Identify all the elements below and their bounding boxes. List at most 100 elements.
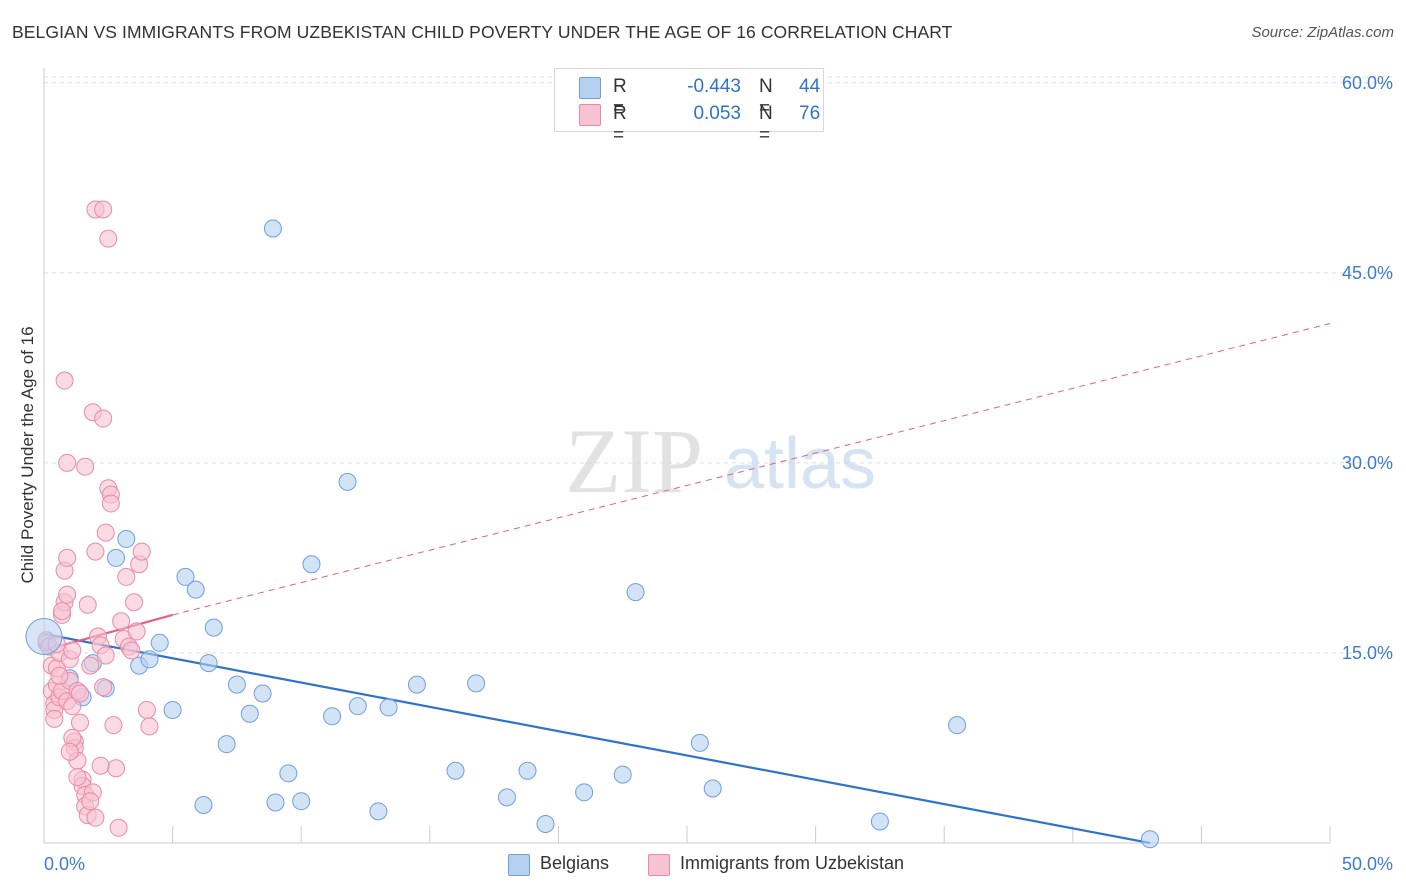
uzbekistan-point xyxy=(96,523,115,542)
belgian-point xyxy=(536,814,555,833)
belgian-point xyxy=(518,761,537,780)
watermark-zip: ZIP xyxy=(565,410,703,512)
r-label: R = xyxy=(613,103,627,146)
y-tick-label: 15.0% xyxy=(1342,643,1393,663)
uzbekistan-point xyxy=(99,229,118,248)
uzbekistan-point xyxy=(122,641,141,660)
tick-labels: 15.0% 30.0% 45.0% 60.0% 0.0% 50.0% xyxy=(44,73,1393,874)
uzbekistan-point xyxy=(81,792,100,811)
belgian-point xyxy=(575,783,594,802)
belgian-point xyxy=(117,529,136,548)
uzbekistan-point xyxy=(63,641,82,660)
belgian-point xyxy=(176,567,195,586)
belgian-point xyxy=(204,618,223,637)
n-label: N = xyxy=(759,76,773,119)
uzbekistan-point xyxy=(68,768,87,787)
belgian-point xyxy=(266,793,285,812)
belgians-trend-line xyxy=(43,632,1151,845)
uzbekistan-swatch xyxy=(579,104,601,126)
uzbekistan-point xyxy=(76,457,95,476)
n-value: 44 xyxy=(799,76,821,97)
trend-lines xyxy=(43,323,1331,845)
belgian-point xyxy=(348,697,367,716)
belgian-point xyxy=(467,674,486,693)
belgians-swatch xyxy=(508,854,530,876)
belgian-point xyxy=(194,795,213,814)
belgian-point xyxy=(217,735,236,754)
r-value: 0.053 xyxy=(693,103,741,124)
belgian-point xyxy=(240,704,259,723)
y-tick-label: 60.0% xyxy=(1342,73,1393,93)
uzbekistan-trend-extension xyxy=(172,323,1331,616)
n-value: 76 xyxy=(799,103,821,124)
belgian-point xyxy=(292,792,311,811)
belgian-point xyxy=(253,684,272,703)
belgian-point xyxy=(690,733,709,752)
belgian-point xyxy=(1140,830,1159,849)
belgian-point xyxy=(186,580,205,599)
uzbekistan-point xyxy=(91,756,110,775)
uzbekistan-point xyxy=(58,585,77,604)
uzbekistan-point xyxy=(101,494,120,513)
chart-title: BELGIAN VS IMMIGRANTS FROM UZBEKISTAN CH… xyxy=(12,22,953,42)
source-credit: Source: ZipAtlas.com xyxy=(1251,24,1394,41)
belgian-point xyxy=(140,650,159,669)
uzbekistan-point xyxy=(50,666,69,685)
uzbekistan-point xyxy=(86,542,105,561)
correlation-legend: R = -0.443 N = 44 R = 0.053 N = 76 xyxy=(554,68,824,146)
uzbekistan-point xyxy=(78,595,97,614)
belgian-point xyxy=(150,633,169,652)
belgian-point xyxy=(227,675,246,694)
belgian-point xyxy=(613,765,632,784)
belgian-point xyxy=(626,583,645,602)
uzbekistan-point xyxy=(71,713,90,732)
uzbekistan-point xyxy=(94,678,113,697)
n-label: N = xyxy=(759,103,773,146)
watermark-atlas: atlas xyxy=(724,424,876,504)
uzbekistan-point xyxy=(104,716,123,735)
uzbekistan-point xyxy=(137,700,156,719)
belgian-point xyxy=(369,802,388,821)
uzbekistan-point xyxy=(58,548,77,567)
uzbekistan-point xyxy=(112,612,131,631)
belgian-point xyxy=(25,617,63,655)
r-label: R = xyxy=(613,76,627,119)
x-tick-label: 0.0% xyxy=(44,854,85,874)
uzbekistan-label: Immigrants from Uzbekistan xyxy=(680,853,905,873)
uzbekistan-point xyxy=(55,371,74,390)
uzbekistan-swatch xyxy=(648,854,670,876)
belgian-point xyxy=(263,219,282,238)
gridlines xyxy=(44,76,1395,654)
uzbekistan-point xyxy=(94,200,113,219)
uzbekistan-point xyxy=(140,717,159,736)
belgian-point xyxy=(703,779,722,798)
y-tick-label: 45.0% xyxy=(1342,263,1393,283)
belgian-point xyxy=(199,654,218,673)
belgian-point xyxy=(279,764,298,783)
x-tick-label: 50.0% xyxy=(1342,854,1393,874)
belgian-point xyxy=(338,472,357,491)
uzbekistan-point xyxy=(60,742,79,761)
belgian-point xyxy=(163,700,182,719)
uzbekistan-point xyxy=(71,684,90,703)
uzbekistan-point xyxy=(96,646,115,665)
belgians-swatch xyxy=(579,77,601,99)
uzbekistan-point xyxy=(132,542,151,561)
uzbekistan-point xyxy=(117,567,136,586)
y-tick-label: 30.0% xyxy=(1342,453,1393,473)
data-points xyxy=(25,200,1159,849)
uzbekistan-point xyxy=(109,818,128,837)
belgian-point xyxy=(323,707,342,726)
uzbekistan-point xyxy=(107,759,126,778)
axes xyxy=(43,68,1331,844)
belgian-point xyxy=(446,761,465,780)
belgian-point xyxy=(379,698,398,717)
uzbekistan-point xyxy=(58,453,77,472)
belgian-point xyxy=(302,555,321,574)
belgian-point xyxy=(407,675,426,694)
uzbekistan-point xyxy=(125,593,144,612)
belgian-point xyxy=(497,788,516,807)
belgian-point xyxy=(948,716,967,735)
uzbekistan-point xyxy=(86,808,105,827)
